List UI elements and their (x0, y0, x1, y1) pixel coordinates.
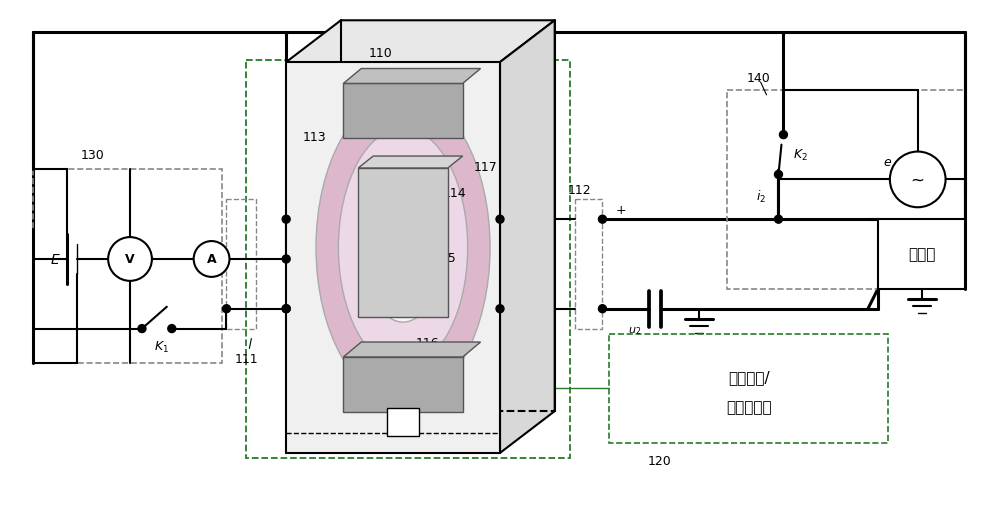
Text: 温度传感器: 温度传感器 (726, 399, 771, 414)
Text: A: A (207, 253, 216, 266)
Ellipse shape (363, 174, 443, 323)
Circle shape (779, 131, 787, 139)
Circle shape (774, 171, 782, 179)
Text: $K_1$: $K_1$ (154, 340, 169, 354)
Circle shape (223, 305, 230, 313)
Bar (33, 170, 222, 364)
Bar (343, 84, 463, 139)
Text: $u_2$: $u_2$ (628, 325, 641, 337)
Bar (343, 357, 463, 412)
Bar (358, 168, 448, 318)
Text: 110: 110 (369, 46, 393, 60)
Text: 示波器: 示波器 (908, 247, 935, 262)
Circle shape (496, 305, 504, 313)
Circle shape (598, 216, 606, 224)
Polygon shape (343, 343, 481, 357)
Text: +: + (616, 204, 627, 216)
Circle shape (282, 305, 290, 313)
Bar (246, 61, 570, 458)
Bar (387, 408, 419, 436)
Text: $K_2$: $K_2$ (793, 148, 808, 163)
Polygon shape (343, 69, 481, 84)
Circle shape (108, 238, 152, 281)
Polygon shape (286, 21, 555, 63)
Text: 111: 111 (235, 352, 258, 365)
Text: $e$: $e$ (883, 156, 892, 168)
Bar (878, 220, 965, 289)
Text: 113: 113 (302, 131, 326, 144)
Text: V: V (125, 253, 135, 266)
Circle shape (282, 216, 290, 224)
Polygon shape (500, 21, 555, 453)
Circle shape (138, 325, 146, 333)
Bar (575, 200, 602, 329)
Text: ~: ~ (911, 171, 925, 189)
Text: 120: 120 (647, 455, 671, 467)
Circle shape (168, 325, 176, 333)
Ellipse shape (316, 94, 490, 402)
Bar (727, 91, 965, 289)
Text: 112: 112 (568, 183, 591, 196)
Circle shape (598, 305, 606, 313)
Text: 114: 114 (443, 187, 467, 200)
Bar (286, 63, 500, 453)
Ellipse shape (338, 129, 468, 367)
Circle shape (282, 305, 290, 313)
Circle shape (890, 152, 946, 208)
Text: 115: 115 (433, 251, 457, 265)
Circle shape (282, 256, 290, 264)
Text: 116: 116 (416, 336, 440, 349)
Text: $E$: $E$ (50, 252, 61, 266)
Circle shape (496, 216, 504, 224)
Circle shape (774, 216, 782, 224)
Circle shape (194, 242, 229, 277)
Polygon shape (358, 157, 463, 168)
Text: 热成像仪/: 热成像仪/ (728, 369, 769, 384)
Text: 140: 140 (747, 72, 770, 86)
Bar (609, 334, 888, 443)
Text: 130: 130 (80, 149, 104, 162)
Text: 117: 117 (473, 161, 497, 174)
Text: $i_2$: $i_2$ (756, 189, 766, 205)
Bar (226, 200, 256, 329)
